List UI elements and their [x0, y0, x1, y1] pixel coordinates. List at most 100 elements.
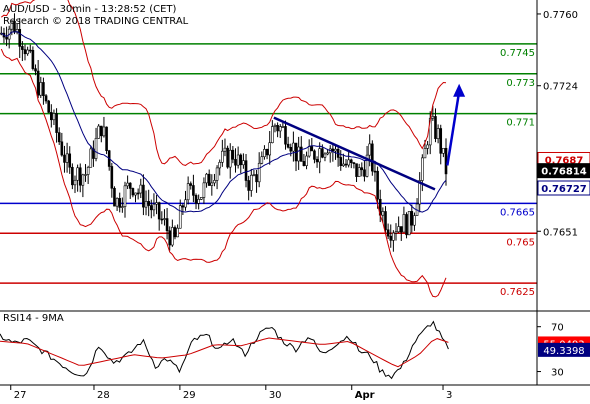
x-tick-label: 29 [183, 390, 196, 400]
candle-body [23, 49, 27, 55]
trendline [273, 116, 436, 191]
x-tick-label: 30 [269, 390, 282, 400]
candle-body [376, 170, 379, 200]
candle-body [97, 125, 100, 139]
candle-body [194, 195, 198, 204]
projection-arrow-head [453, 83, 466, 97]
candle-body [36, 70, 40, 96]
candle-body [244, 160, 248, 181]
projection-arrow-shaft [446, 91, 461, 166]
candle-body [423, 148, 427, 159]
candle-body [39, 82, 43, 96]
candle-body [128, 182, 132, 189]
candle-body [149, 205, 153, 211]
rsi-tag-label: 49.3398 [543, 346, 584, 357]
candle-body [381, 211, 385, 216]
candle-body [371, 143, 374, 172]
price-tag-box [537, 163, 590, 179]
candle-body [299, 146, 303, 162]
rsi-panel [0, 320, 449, 380]
candle-body [357, 167, 361, 177]
candle-body [397, 226, 400, 233]
candle-body [100, 125, 103, 137]
candle-body [263, 149, 266, 158]
candle-body [205, 173, 208, 184]
candle-body [268, 142, 272, 156]
candle-body [189, 183, 193, 186]
candle-body [92, 148, 95, 159]
candle-body [326, 152, 329, 155]
candle-body [168, 230, 172, 246]
candle-body [147, 201, 150, 206]
candle-body [352, 162, 356, 165]
candle-body [305, 155, 308, 166]
candle-body [434, 116, 437, 139]
candle-body [28, 49, 32, 52]
candle-body [176, 227, 179, 238]
candle-body [231, 149, 235, 160]
candle-body [271, 126, 274, 144]
candle-body [81, 174, 85, 186]
candle-body [155, 202, 158, 205]
candle-body [113, 187, 116, 207]
candle-body [257, 162, 261, 183]
candle-body [286, 143, 290, 148]
x-tick-label: 28 [97, 390, 110, 400]
candle-body [213, 180, 216, 184]
candle-body [273, 125, 277, 127]
candle-body [123, 185, 127, 207]
candle-body [86, 166, 90, 175]
price-panel: 0.7745 0.773 0.771 0.7665 0.765 0.7625 [0, 0, 537, 298]
candle-body [171, 227, 174, 246]
candle-body [47, 100, 50, 113]
candle-body [242, 160, 245, 166]
candle-body [444, 147, 448, 175]
level-label-0.7665: 0.7665 [500, 207, 535, 218]
rsi-ma-line [0, 337, 449, 368]
candle-body [431, 116, 435, 119]
candle-body [157, 202, 161, 220]
candle-body [442, 147, 445, 154]
candle-body [349, 159, 353, 164]
candle-body [236, 154, 240, 166]
candle-body [126, 182, 129, 187]
candle-body [284, 126, 287, 145]
candle-body [392, 232, 395, 241]
candle-body [31, 50, 35, 69]
candle-body [186, 183, 190, 201]
candle-body [344, 163, 348, 166]
level-label-0.7625: 0.7625 [500, 287, 535, 298]
candle-body [52, 113, 56, 121]
candle-body [399, 226, 403, 233]
level-label-0.771: 0.771 [506, 118, 535, 129]
candle-body [421, 157, 424, 181]
candle-body [260, 156, 264, 164]
candle-body [234, 159, 237, 166]
candle-body [281, 126, 285, 128]
candle-body [44, 95, 48, 102]
candle-body [21, 46, 24, 50]
y-tick-label: 0.7724 [543, 82, 578, 93]
candle-body [102, 126, 106, 137]
candle-body [210, 182, 214, 186]
candle-body [34, 68, 37, 72]
candle-body [355, 163, 358, 177]
candle-body [184, 199, 187, 208]
candle-body [436, 128, 440, 139]
candle-body [310, 146, 314, 152]
candle-body [165, 218, 169, 232]
candle-body [63, 154, 66, 163]
candle-body [223, 147, 227, 152]
candle-body [386, 229, 390, 237]
candle-body [405, 214, 408, 236]
candle-body [407, 211, 411, 236]
candle-body [439, 128, 443, 154]
rsi-tag-box [538, 342, 590, 357]
candle-body [413, 215, 416, 226]
candle-body [5, 36, 8, 40]
candle-body [192, 185, 195, 196]
candle-body [315, 159, 319, 163]
candle-body [131, 188, 135, 196]
candle-body [18, 29, 22, 47]
candle-body [55, 113, 58, 133]
